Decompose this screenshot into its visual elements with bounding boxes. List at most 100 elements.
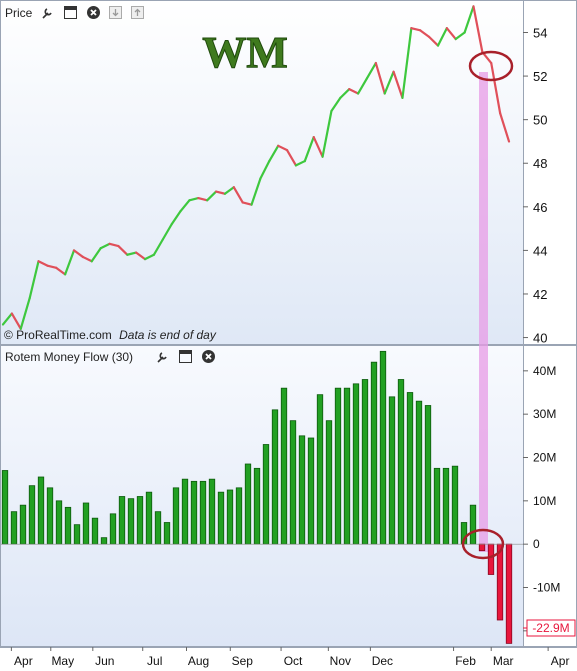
price-segment	[64, 249, 76, 276]
flow-tick-label: 10M	[533, 494, 556, 508]
price-segment	[55, 266, 67, 276]
flow-bar	[136, 496, 144, 545]
price-segment	[454, 31, 466, 41]
flow-bar	[442, 467, 450, 545]
price-tick-label: 46	[533, 200, 547, 215]
flow-bar	[424, 405, 432, 545]
flow-tick-label: 30M	[533, 407, 556, 421]
price-segment	[161, 223, 173, 241]
x-tick-label: Apr	[551, 654, 570, 668]
flow-bar	[19, 504, 27, 545]
flow-bar	[334, 387, 342, 545]
flow-bar	[181, 478, 189, 545]
close-icon[interactable]	[202, 350, 215, 363]
price-segment	[152, 238, 164, 256]
flow-bar	[496, 543, 504, 621]
flow-bar	[343, 387, 351, 545]
price-panel-bg	[1, 1, 523, 344]
price-segment	[206, 190, 218, 202]
price-segment	[312, 135, 324, 158]
price-tick-label: 52	[533, 69, 547, 84]
x-tick-label: May	[51, 654, 74, 668]
window-icon[interactable]	[179, 350, 192, 363]
price-segment	[19, 297, 31, 330]
flow-bar	[91, 517, 99, 545]
wrench-icon[interactable]	[41, 6, 54, 19]
price-segment	[445, 27, 457, 41]
flow-bar	[145, 491, 153, 545]
flow-bar	[451, 465, 459, 545]
price-segment	[259, 159, 271, 180]
flow-bar	[325, 420, 333, 545]
price-segment	[277, 144, 289, 152]
flow-bar	[469, 504, 477, 545]
close-icon[interactable]	[87, 6, 100, 19]
flow-bar	[262, 444, 270, 545]
price-segment	[419, 29, 431, 38]
flow-tick-label: -10M	[533, 581, 560, 595]
price-segment	[356, 77, 369, 95]
price-segment	[10, 312, 22, 330]
flow-bar	[163, 522, 171, 545]
flow-bar	[505, 543, 513, 644]
flow-bar	[154, 511, 162, 545]
download-icon[interactable]	[109, 6, 122, 19]
price-segment	[392, 70, 404, 99]
price-segment	[188, 197, 200, 202]
wrench-icon[interactable]	[156, 350, 169, 363]
flow-bar	[1, 470, 9, 545]
x-tick-label: Apr	[14, 654, 33, 668]
price-segment	[28, 260, 40, 300]
price-tick-label: 44	[533, 243, 547, 258]
flow-highlight-circle	[461, 528, 505, 560]
price-segment	[170, 210, 182, 226]
price-segment	[285, 149, 298, 167]
price-segment	[223, 186, 235, 195]
flow-bar	[352, 383, 360, 545]
price-tick-label: 50	[533, 113, 547, 128]
x-tick-label: Jul	[147, 654, 162, 668]
flow-bar	[64, 506, 72, 545]
flow-bar	[370, 361, 378, 545]
flow-bar	[127, 498, 135, 545]
flow-axis-bg	[523, 346, 576, 646]
flow-bar	[226, 489, 234, 545]
price-segment	[268, 144, 280, 163]
price-highlight-circle	[468, 50, 514, 82]
price-segment	[339, 88, 351, 99]
flow-bar	[379, 350, 387, 545]
price-segment	[436, 27, 448, 47]
price-segment	[294, 159, 306, 167]
flow-bar	[289, 420, 297, 545]
copyright-text: © ProRealTime.com Data is end of day	[4, 328, 216, 342]
flow-bar	[478, 543, 486, 552]
x-tick-label: Nov	[330, 654, 351, 668]
flow-bar	[244, 463, 252, 545]
price-segment	[135, 251, 147, 261]
price-segment	[472, 5, 484, 54]
price-segment	[81, 255, 93, 263]
price-segment	[241, 201, 253, 206]
x-tick-label: Feb	[455, 654, 476, 668]
price-segment	[383, 70, 395, 95]
flow-bar	[82, 502, 90, 545]
flow-bar	[433, 467, 441, 545]
flow-bar	[280, 387, 288, 545]
flow-bar	[55, 500, 63, 545]
price-segment	[99, 242, 111, 250]
flow-bar	[73, 524, 81, 545]
x-tick-label: Sep	[232, 654, 254, 668]
flow-bar	[28, 485, 36, 545]
time-x-axis: Apr May Jun Jul Aug Sep Oct Nov Dec Feb Mar Apr	[10, 647, 570, 668]
price-segment	[46, 264, 58, 269]
x-tick-label: Mar	[493, 654, 514, 668]
x-tick-label: Oct	[284, 654, 303, 668]
upload-icon[interactable]	[131, 6, 144, 19]
price-segment	[197, 197, 209, 202]
highlight-band	[479, 72, 488, 552]
price-segment	[330, 96, 342, 113]
window-icon[interactable]	[64, 6, 77, 19]
flow-bar	[253, 467, 261, 545]
